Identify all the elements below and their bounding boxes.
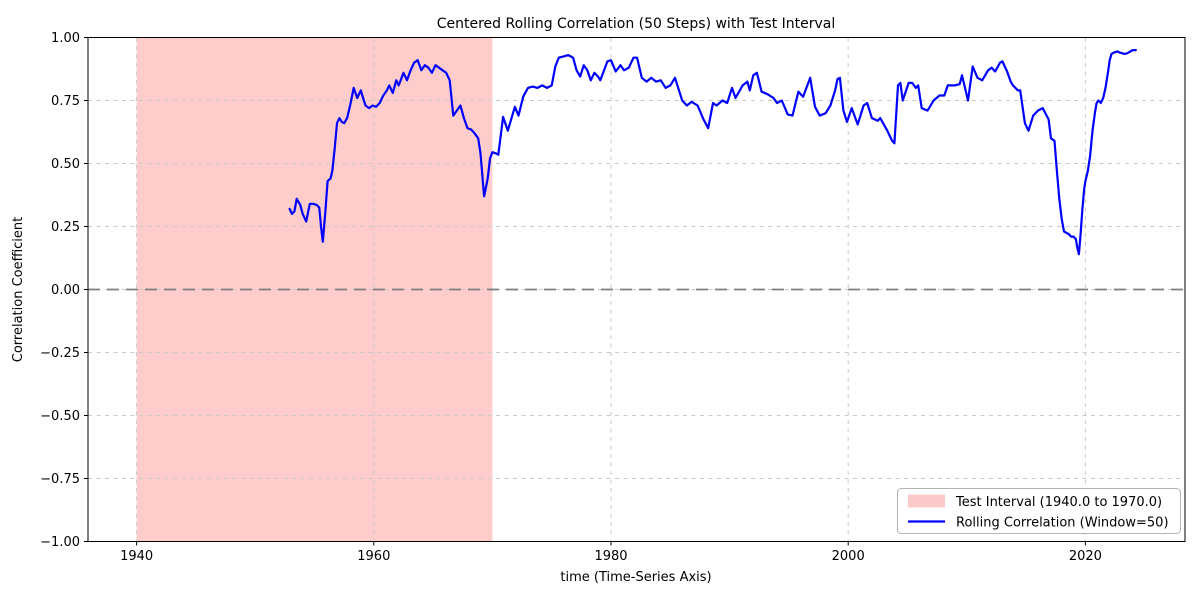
y-tick-label: 0.00 <box>51 283 80 298</box>
gridlines <box>88 37 1185 542</box>
rolling-correlation-line <box>288 48 1137 256</box>
chart-title: Centered Rolling Correlation (50 Steps) … <box>437 16 836 32</box>
x-axis-label: time (Time-Series Axis) <box>560 570 711 585</box>
legend-line-label: Rolling Correlation (Window=50) <box>956 516 1169 531</box>
y-axis: 1.00 0.75 0.50 0.25 0.00 −0.25 −0.50 −0.75 −1.00 <box>40 31 88 550</box>
legend-span-swatch <box>908 494 945 508</box>
y-tick-label: 0.50 <box>51 157 80 172</box>
y-tick-label: −1.00 <box>40 535 80 550</box>
y-tick-label: 1.00 <box>51 31 80 46</box>
legend-span-label: Test Interval (1940.0 to 1970.0) <box>955 495 1162 510</box>
y-axis-label: Correlation Coefficient <box>11 217 26 363</box>
y-tick-label: 0.25 <box>51 220 80 235</box>
rolling-correlation-path <box>288 48 1137 256</box>
y-tick-label: −0.50 <box>40 409 80 424</box>
x-tick-label: 2000 <box>832 549 865 564</box>
x-tick-label: 2020 <box>1069 549 1102 564</box>
legend-box <box>897 488 1181 534</box>
x-tick-label: 1980 <box>594 549 627 564</box>
x-axis: 1940 1960 1980 2000 2020 <box>120 541 1102 564</box>
y-tick-label: −0.25 <box>40 346 80 361</box>
x-tick-label: 1940 <box>120 549 153 564</box>
x-tick-label: 1960 <box>357 549 390 564</box>
y-tick-label: 0.75 <box>51 94 80 109</box>
y-tick-label: −0.75 <box>40 472 80 487</box>
legend: Test Interval (1940.0 to 1970.0) Rolling… <box>897 488 1181 534</box>
